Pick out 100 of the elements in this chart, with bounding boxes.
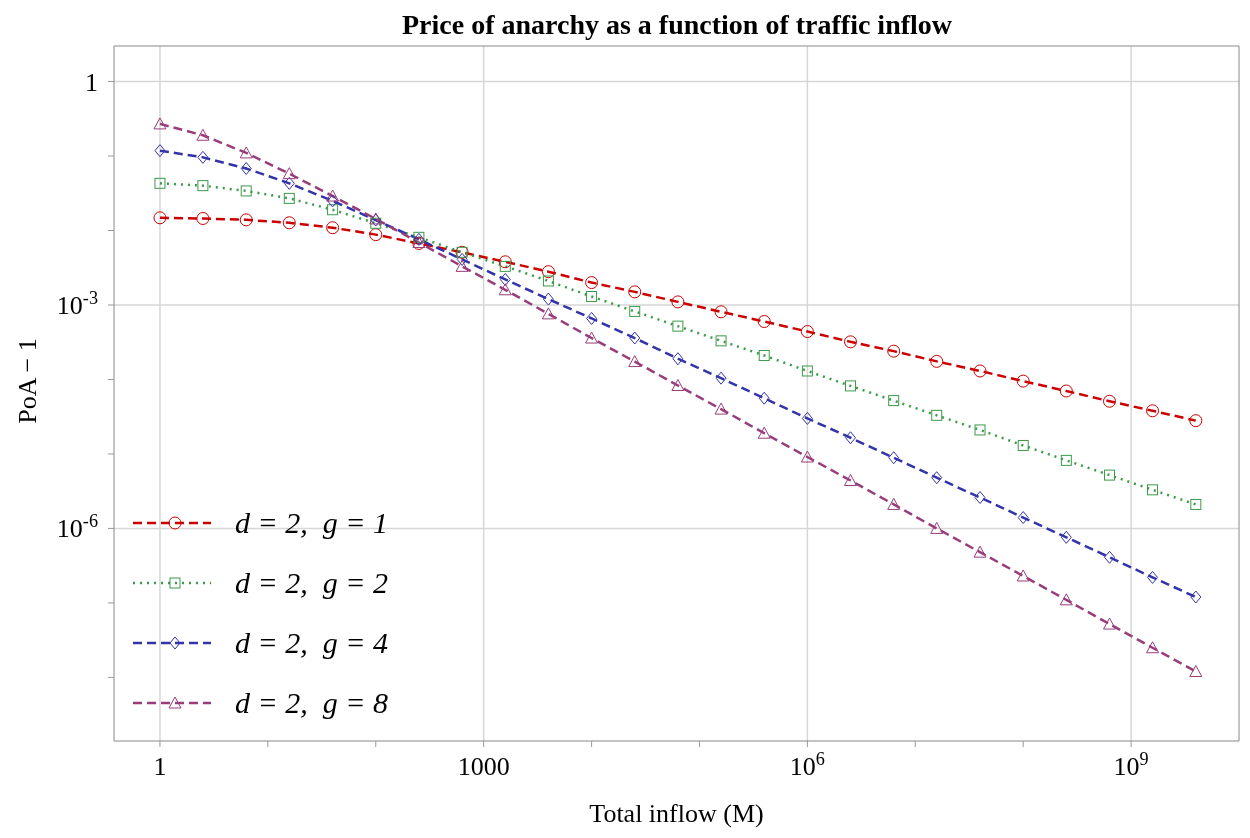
point — [542, 275, 554, 287]
point — [586, 291, 598, 302]
point — [757, 426, 771, 439]
point — [498, 255, 512, 269]
point — [974, 424, 986, 436]
y-tick-label: 10$^{-6}$ — [56, 511, 98, 544]
point — [240, 185, 252, 197]
point — [888, 395, 900, 407]
point — [629, 331, 641, 345]
point — [1189, 665, 1203, 677]
point — [1146, 641, 1160, 654]
point — [585, 276, 599, 290]
legend-label: d = 2, g = 4 — [235, 626, 388, 660]
point — [197, 150, 209, 164]
point — [1060, 454, 1072, 466]
y-tick-label: 1 — [85, 67, 98, 97]
point — [844, 335, 858, 349]
point — [801, 411, 813, 425]
point — [239, 213, 253, 227]
point — [800, 325, 814, 339]
y-tick-label: 10$^{-3}$ — [56, 287, 98, 320]
point — [1104, 469, 1116, 481]
point — [1103, 617, 1117, 630]
point — [845, 380, 857, 392]
point — [1060, 530, 1072, 544]
point — [715, 335, 727, 347]
point — [757, 315, 771, 329]
point — [283, 192, 295, 204]
point — [498, 283, 512, 296]
point — [628, 355, 642, 368]
point — [153, 211, 167, 225]
point — [672, 352, 684, 366]
point — [327, 194, 339, 208]
point — [1104, 550, 1116, 564]
point — [541, 265, 555, 279]
point — [888, 451, 900, 465]
legend-label: d = 2, g = 2 — [235, 566, 388, 600]
point — [586, 311, 598, 325]
point — [1016, 569, 1030, 582]
point — [628, 285, 642, 299]
point — [282, 216, 296, 230]
point — [1017, 439, 1029, 451]
x-axis-title: Total inflow (M) — [589, 799, 764, 828]
point — [1147, 484, 1159, 496]
x-tick-label: 1 — [153, 752, 167, 781]
point — [196, 128, 210, 141]
point — [326, 221, 340, 235]
point — [541, 307, 555, 320]
point — [714, 402, 728, 415]
point — [714, 305, 728, 319]
point — [974, 491, 986, 505]
x-tick-label: 10$^{9}$ — [1113, 749, 1149, 781]
point — [973, 364, 987, 378]
point — [930, 354, 944, 368]
point — [931, 409, 943, 421]
point — [629, 305, 641, 317]
point — [326, 189, 340, 202]
point — [1059, 384, 1073, 398]
chart-title: Price of anarchy as a function of traffic inflow — [400, 8, 954, 42]
point — [973, 545, 987, 558]
point — [758, 391, 770, 405]
point — [239, 146, 253, 159]
point — [930, 521, 944, 534]
point — [1190, 498, 1202, 510]
point — [456, 252, 468, 266]
point — [154, 177, 166, 189]
point — [671, 295, 685, 309]
point — [1103, 394, 1117, 408]
point — [1190, 590, 1202, 604]
point — [1146, 404, 1160, 418]
point — [1017, 511, 1029, 525]
point — [240, 162, 252, 175]
point — [887, 497, 901, 510]
x-tick-label: 1000 — [457, 752, 510, 781]
point — [845, 431, 857, 445]
point — [844, 474, 858, 487]
point — [196, 211, 210, 225]
point — [585, 331, 599, 344]
point — [1147, 570, 1159, 584]
point — [672, 320, 684, 332]
point — [800, 450, 814, 463]
point — [887, 344, 901, 358]
point — [801, 365, 813, 377]
point — [283, 176, 295, 190]
point — [499, 260, 511, 272]
point — [197, 180, 209, 192]
point — [282, 167, 296, 180]
point — [671, 379, 685, 391]
point — [499, 272, 511, 286]
point — [1189, 414, 1203, 428]
point — [758, 349, 770, 361]
legend-label: d = 2, g = 8 — [235, 686, 388, 720]
x-tick-label: 10$^{6}$ — [789, 749, 825, 781]
y-axis-title: PoA − 1 — [13, 337, 43, 426]
point — [1059, 593, 1073, 606]
point — [327, 204, 339, 216]
point — [931, 471, 943, 485]
point — [715, 371, 727, 385]
point — [369, 228, 383, 242]
legend-label: d = 2, g = 1 — [235, 506, 388, 540]
